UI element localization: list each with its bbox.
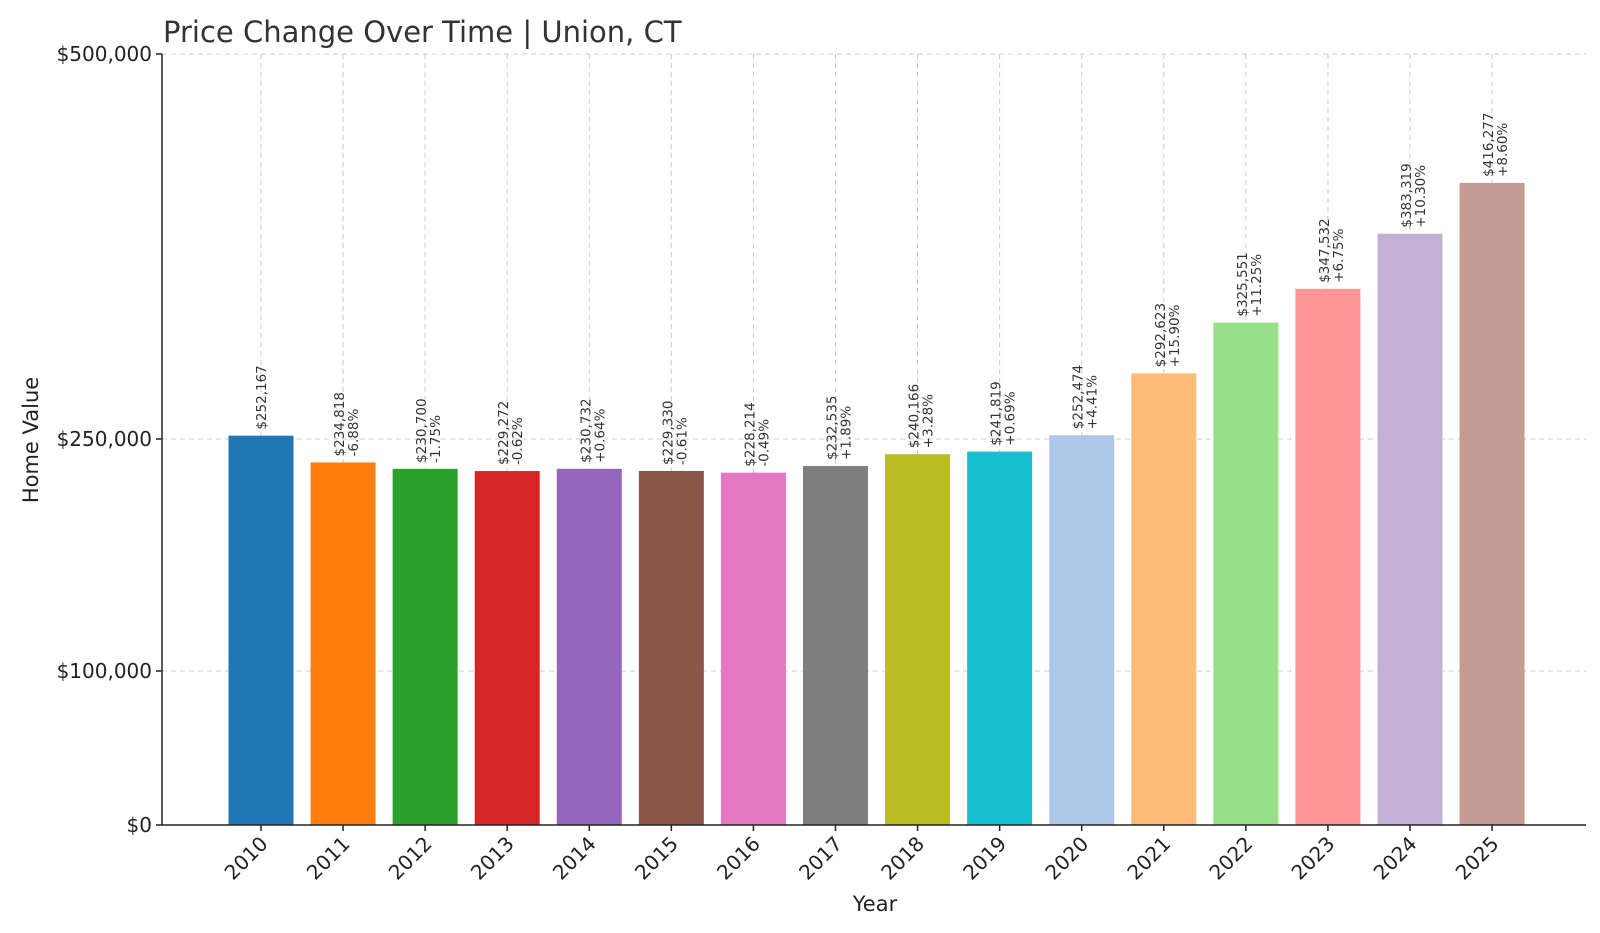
change-label-2025: +8.60%: [1495, 123, 1511, 177]
y-axis-label: Home Value: [19, 377, 43, 503]
change-label-2013: -0.62%: [510, 417, 526, 465]
x-tick-label-2023: 2023: [1286, 832, 1339, 885]
bar-2014: [556, 468, 622, 825]
x-tick-label-2014: 2014: [548, 832, 601, 885]
change-label-2014: +0.64%: [592, 408, 608, 462]
y-tick-label: $500,000: [57, 42, 152, 66]
bar-2022: [1213, 322, 1279, 825]
grid: [162, 53, 1586, 825]
x-tick-label-2016: 2016: [712, 832, 765, 885]
bar-2025: [1459, 182, 1525, 826]
x-axis-ticks: 2010 2011 2012 2013 2014 2015 2016 2017 2018 2019…: [220, 825, 1504, 885]
bar-2010: [228, 435, 294, 825]
bar-2023: [1295, 288, 1361, 825]
change-label-2012: -1.75%: [428, 415, 444, 463]
y-axis-ticks: $0 $100,000 $250,000 $500,000: [57, 42, 162, 837]
value-label-2023: $347,532: [1317, 218, 1333, 282]
value-label-2018: $240,166: [907, 384, 923, 448]
value-label-2013: $229,272: [496, 401, 512, 465]
x-tick-label-2024: 2024: [1369, 832, 1422, 885]
value-label-2017: $232,535: [824, 396, 840, 460]
x-tick-label-2021: 2021: [1122, 832, 1175, 885]
bar-2024: [1377, 233, 1443, 826]
bar-2021: [1131, 373, 1197, 825]
bar-2015: [638, 470, 704, 825]
bar-2018: [885, 454, 951, 825]
y-tick-label: $250,000: [57, 427, 152, 451]
value-label-2024: $383,319: [1399, 163, 1415, 227]
value-label-2016: $228,214: [742, 402, 758, 466]
value-label-2025: $416,277: [1481, 113, 1497, 177]
value-label-2012: $230,700: [414, 398, 430, 462]
x-tick-label-2022: 2022: [1204, 832, 1257, 885]
change-label-2022: +11.25%: [1249, 254, 1265, 317]
value-label-2014: $230,732: [578, 398, 594, 462]
change-label-2017: +1.89%: [838, 406, 854, 460]
x-axis-label: Year: [852, 892, 898, 916]
chart-title: Price Change Over Time | Union, CT: [163, 15, 682, 49]
y-tick-label: $100,000: [57, 659, 152, 683]
change-label-2011: -6.88%: [346, 409, 362, 457]
bars: [228, 182, 1525, 826]
value-label-2020: $252,474: [1071, 365, 1087, 429]
change-label-2018: +3.28%: [921, 394, 937, 448]
change-label-2016: -0.49%: [756, 419, 772, 467]
x-tick-label-2020: 2020: [1040, 832, 1093, 885]
bar-2020: [1049, 435, 1115, 825]
bar-2017: [802, 466, 868, 825]
value-label-2010: $252,167: [254, 365, 270, 429]
x-tick-label-2011: 2011: [302, 832, 355, 885]
x-tick-label-2018: 2018: [876, 832, 929, 885]
value-label-2022: $325,551: [1235, 252, 1251, 316]
bar-2019: [967, 451, 1033, 825]
value-label-2019: $241,819: [989, 381, 1005, 445]
x-tick-label-2019: 2019: [958, 832, 1011, 885]
change-label-2020: +4.41%: [1085, 375, 1101, 429]
value-label-2011: $234,818: [332, 392, 348, 456]
x-tick-label-2013: 2013: [466, 832, 519, 885]
value-label-2021: $292,623: [1153, 303, 1169, 367]
change-label-2019: +0.69%: [1003, 391, 1019, 445]
value-label-2015: $229,330: [660, 401, 676, 465]
y-tick-label: $0: [127, 813, 152, 837]
bar-2013: [474, 471, 540, 825]
bar-2012: [392, 468, 458, 825]
change-label-2021: +15.90%: [1167, 304, 1183, 367]
bar-2011: [310, 462, 376, 825]
change-label-2023: +6.75%: [1331, 228, 1347, 282]
bar-labels: $252,167 $234,818-6.88% $230,700-1.75% $229…: [254, 113, 1511, 467]
x-tick-label-2010: 2010: [220, 832, 273, 885]
change-label-2015: -0.61%: [674, 417, 690, 465]
x-tick-label-2025: 2025: [1451, 832, 1504, 885]
x-tick-label-2012: 2012: [384, 832, 437, 885]
x-tick-label-2015: 2015: [630, 832, 683, 885]
change-label-2024: +10.30%: [1413, 165, 1429, 228]
bar-2016: [720, 472, 786, 825]
x-tick-label-2017: 2017: [794, 832, 847, 885]
